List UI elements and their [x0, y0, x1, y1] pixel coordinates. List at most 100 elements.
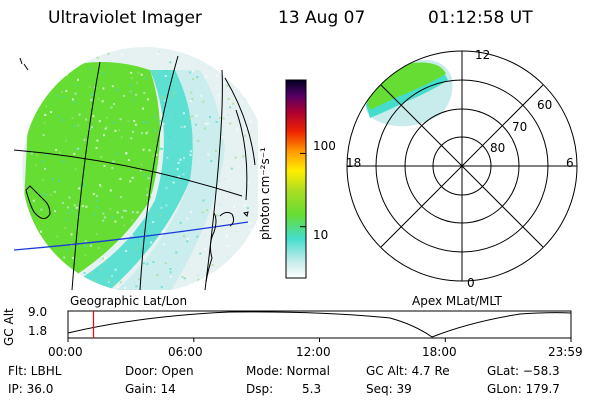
aurora-speckle	[84, 240, 87, 243]
colorbar-unit-label: photon cm⁻²s⁻¹	[258, 147, 272, 240]
aurora-speckle	[148, 149, 151, 152]
aurora-speckle	[76, 229, 79, 232]
aurora-speckle	[215, 111, 218, 114]
aurora-speckle	[242, 155, 245, 158]
aurora-speckle	[111, 275, 113, 278]
aurora-speckle	[208, 66, 211, 69]
aurora-speckle	[244, 134, 247, 137]
aurora-speckle	[163, 243, 166, 246]
aurora-speckle	[192, 78, 195, 81]
aurora-speckle	[190, 91, 193, 94]
aurora-speckle	[131, 130, 134, 133]
colorbar-tick-100: 100	[313, 139, 336, 153]
aurora-speckle	[246, 207, 249, 210]
aurora-speckle	[226, 235, 229, 238]
aurora-speckle	[180, 200, 183, 203]
aurora-speckle	[113, 103, 115, 105]
aurora-speckle	[146, 121, 149, 124]
aurora-speckle	[249, 71, 252, 74]
aurora-speckle	[145, 188, 148, 191]
aurora-speckle	[131, 98, 134, 101]
aurora-speckle	[146, 130, 149, 133]
colorbar-tick-10: 10	[313, 228, 329, 242]
aurora-speckle	[101, 257, 104, 260]
aurora-speckle	[206, 283, 209, 286]
aurora-speckle	[206, 209, 209, 212]
aurora-speckle	[116, 153, 119, 156]
coastline	[25, 185, 51, 219]
aurora-speckle	[224, 283, 227, 285]
info-glat: GLat: −58.3	[487, 364, 560, 378]
info-gain: Gain: 14	[125, 382, 176, 396]
info-gcalt: GC Alt: 4.7 Re	[366, 364, 450, 378]
aurora-speckle	[50, 111, 53, 114]
aurora-speckle	[45, 287, 48, 290]
aurora-speckle	[121, 216, 124, 219]
aurora-speckle	[160, 148, 163, 150]
aurora-speckle	[45, 153, 48, 156]
aurora-speckle	[136, 237, 139, 240]
aurora-speckle	[146, 233, 148, 236]
altitude-ylabel: GC Alt	[2, 308, 16, 346]
geographic-map	[14, 47, 258, 290]
aurora-speckle	[51, 260, 54, 263]
aurora-speckle	[111, 167, 114, 169]
aurora-speckle	[162, 230, 165, 232]
aurora-speckle	[43, 86, 46, 89]
aurora-speckle	[37, 100, 40, 103]
aurora-speckle	[196, 235, 199, 238]
aurora-speckle	[142, 121, 145, 123]
aurora-speckle	[42, 179, 45, 182]
aurora-speckle	[199, 252, 202, 255]
aurora-speckle	[183, 157, 185, 159]
aurora-speckle	[97, 246, 100, 249]
altitude-xtick-2359: 23:59	[548, 345, 583, 359]
aurora-speckle	[222, 81, 225, 84]
aurora-speckle	[189, 99, 192, 102]
aurora-speckle	[44, 113, 47, 116]
aurora-speckle	[182, 173, 185, 176]
aurora-speckle	[45, 105, 48, 108]
aurora-speckle	[60, 91, 63, 93]
aurora-speckle	[163, 99, 166, 102]
aurora-speckle	[231, 212, 234, 215]
aurora-speckle	[150, 241, 153, 244]
colorbar	[285, 79, 307, 279]
aurora-speckle	[173, 280, 176, 282]
aurora-speckle	[189, 150, 192, 153]
aurora-speckle	[88, 286, 91, 289]
aurora-speckle	[162, 96, 165, 99]
aurora-speckle	[70, 54, 73, 57]
aurora-speckle	[90, 272, 93, 275]
aurora-speckle	[145, 261, 148, 264]
aurora-speckle	[156, 274, 159, 277]
aurora-speckle	[197, 139, 200, 142]
aurora-speckle	[116, 211, 119, 214]
info-door: Door: Open	[125, 364, 194, 378]
aurora-speckle	[113, 283, 115, 286]
latitude-line	[224, 77, 256, 166]
aurora-speckle	[120, 196, 123, 199]
aurora-speckle	[215, 149, 217, 152]
aurora-speckle	[154, 81, 157, 83]
latitude-line	[14, 149, 243, 197]
aurora-speckle	[244, 126, 247, 129]
aurora-speckle	[165, 70, 167, 73]
aurora-speckle	[62, 95, 65, 98]
aurora-speckle	[73, 125, 76, 128]
aurora-speckle	[73, 152, 76, 155]
aurora-speckle	[43, 122, 46, 125]
aurora-speckle	[169, 268, 172, 270]
aurora-speckle	[195, 123, 198, 126]
altitude-plot-frame	[67, 310, 572, 339]
aurora-speckle	[229, 72, 231, 74]
aurora-speckle	[160, 285, 163, 288]
aurora-speckle	[38, 215, 41, 218]
aurora-speckle	[142, 148, 145, 151]
aurora-speckle	[30, 152, 33, 155]
aurora-speckle	[159, 147, 162, 150]
aurora-speckle	[71, 256, 74, 259]
aurora-speckle	[222, 117, 225, 120]
aurora-speckle	[143, 174, 146, 177]
aurora-speckle	[196, 78, 199, 81]
